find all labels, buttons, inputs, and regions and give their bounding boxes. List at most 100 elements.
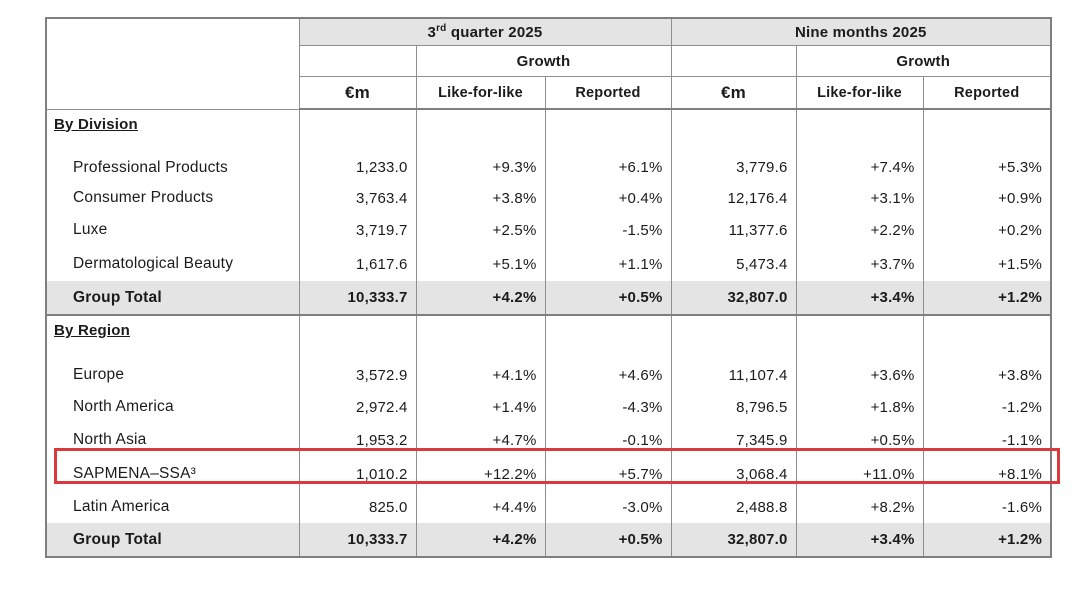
cell-q3-lfl: +4.2% [415, 281, 545, 316]
row-label: Group Total [46, 281, 299, 316]
cell-q3-reported: +1.1% [544, 247, 672, 281]
row-professional-products: Professional Products 1,233.0 +9.3% +6.1… [46, 152, 1052, 183]
row-group-total-region: Group Total 10,333.7 +4.2% +0.5% 32,807.… [46, 523, 1052, 557]
cell-nm-reported: +1.5% [922, 247, 1052, 281]
cell-q3-lfl: +5.1% [415, 247, 545, 281]
header-row-periods: 3rd quarter 2025 Nine months 2025 [46, 18, 1052, 110]
cell-q3-eurm: 3,719.7 [298, 213, 416, 247]
growth-label-nm: Growth [795, 45, 1052, 77]
cell-q3-lfl: +4.2% [415, 523, 545, 557]
section-header-by-region: By Region [46, 315, 1052, 359]
cell-q3-eurm: 1,233.0 [298, 152, 416, 183]
cell-nm-lfl: +11.0% [795, 457, 924, 491]
header-row-columns: €m Like-for-like Reported €m Like-for-li… [46, 76, 1052, 110]
row-north-asia: North Asia 1,953.2 +4.7% -0.1% 7,345.9 +… [46, 423, 1052, 457]
section-header-by-division: By Division [46, 109, 1052, 152]
cell-nm-reported: +5.3% [922, 152, 1052, 183]
cell-q3-reported: -0.1% [544, 423, 672, 457]
cell-nm-reported: +0.2% [922, 213, 1052, 247]
cell-q3-lfl: +1.4% [415, 391, 545, 423]
period-q3-rest: quarter 2025 [446, 24, 543, 41]
cell-nm-lfl: +3.7% [795, 247, 924, 281]
cell-q3-lfl: +3.8% [415, 183, 545, 213]
row-consumer-products: Consumer Products 3,763.4 +3.8% +0.4% 12… [46, 183, 1052, 213]
cell-nm-reported: +1.2% [922, 281, 1052, 316]
cell-q3-reported: -4.3% [544, 391, 672, 423]
cell-q3-eurm: 3,763.4 [298, 183, 416, 213]
period-q3-header: 3rd quarter 2025 [298, 18, 672, 46]
cell-nm-eurm: 2,488.8 [670, 491, 797, 523]
cell-nm-eurm: 8,796.5 [670, 391, 797, 423]
cell-q3-reported: +5.7% [544, 457, 672, 491]
row-label: Latin America [73, 498, 170, 515]
cell-nm-reported: -1.1% [922, 423, 1052, 457]
section-title: By Division [54, 115, 138, 133]
cell-nm-eurm: 11,377.6 [670, 213, 797, 247]
row-label: Professional Products [73, 158, 228, 176]
cell-nm-eurm: 11,107.4 [670, 359, 797, 391]
cell-q3-eurm: 10,333.7 [298, 281, 416, 316]
row-label: North Asia [73, 431, 147, 448]
cell-q3-eurm: 1,953.2 [298, 423, 416, 457]
cell-nm-reported: +8.1% [922, 457, 1052, 491]
row-dermatological-beauty: Dermatological Beauty 1,617.6 +5.1% +1.1… [46, 247, 1052, 281]
col-header-eurm-q3: €m [299, 76, 416, 110]
col-header-lfl-nm: Like-for-like [795, 76, 924, 110]
cell-q3-lfl: +4.4% [415, 491, 545, 523]
row-label: Luxe [73, 221, 108, 238]
cell-q3-reported: -3.0% [544, 491, 672, 523]
row-label: Europe [73, 366, 125, 383]
cell-q3-lfl: +2.5% [415, 213, 545, 247]
cell-nm-lfl: +3.4% [795, 281, 924, 316]
cell-nm-reported: +1.2% [922, 523, 1052, 557]
cell-q3-lfl: +9.3% [415, 152, 545, 183]
period-q3-num: 3 [427, 24, 437, 41]
cell-nm-lfl: +2.2% [795, 213, 924, 247]
row-latin-america: Latin America 825.0 +4.4% -3.0% 2,488.8 … [46, 491, 1052, 523]
cell-q3-reported: +0.5% [544, 281, 672, 316]
cell-nm-lfl: +7.4% [795, 152, 924, 183]
cell-q3-lfl: +4.1% [415, 359, 545, 391]
row-sapmena-ssa: SAPMENA–SSA³ 1,010.2 +12.2% +5.7% 3,068.… [46, 457, 1052, 491]
cell-q3-eurm: 3,572.9 [298, 359, 416, 391]
cell-nm-lfl: +3.4% [795, 523, 924, 557]
row-luxe: Luxe 3,719.7 +2.5% -1.5% 11,377.6 +2.2% … [46, 213, 1052, 247]
row-label: Consumer Products [73, 189, 214, 206]
cell-q3-lfl: +12.2% [415, 457, 545, 491]
row-label: Dermatological Beauty [73, 255, 234, 272]
cell-nm-eurm: 7,345.9 [670, 423, 797, 457]
cell-nm-eurm: 3,068.4 [670, 457, 797, 491]
empty-cell [670, 45, 797, 77]
row-label: North America [73, 398, 174, 415]
cell-q3-reported: +6.1% [544, 152, 672, 183]
cell-nm-lfl: +8.2% [795, 491, 924, 523]
cell-nm-lfl: +1.8% [795, 391, 924, 423]
cell-nm-reported: +0.9% [922, 183, 1052, 213]
cell-q3-eurm: 10,333.7 [298, 523, 416, 557]
cell-nm-eurm: 5,473.4 [670, 247, 797, 281]
cell-nm-lfl: +3.6% [795, 359, 924, 391]
cell-nm-reported: +3.8% [922, 359, 1052, 391]
cell-nm-eurm: 32,807.0 [670, 281, 797, 316]
cell-q3-eurm: 825.0 [298, 491, 416, 523]
empty-cell [299, 45, 416, 77]
cell-q3-reported: +0.4% [544, 183, 672, 213]
section-title: By Region [54, 322, 130, 339]
cell-q3-reported: -1.5% [544, 213, 672, 247]
cell-nm-eurm: 32,807.0 [670, 523, 797, 557]
results-table: 3rd quarter 2025 Nine months 2025 Growth… [45, 17, 1053, 558]
cell-q3-lfl: +4.7% [415, 423, 545, 457]
cell-nm-lfl: +0.5% [795, 423, 924, 457]
col-header-lfl-q3: Like-for-like [415, 76, 545, 110]
col-header-eurm-nm: €m [670, 76, 797, 110]
row-label: Group Total [46, 523, 299, 557]
cell-q3-eurm: 1,010.2 [298, 457, 416, 491]
cell-nm-reported: -1.2% [922, 391, 1052, 423]
row-north-america: North America 2,972.4 +1.4% -4.3% 8,796.… [46, 391, 1052, 423]
cell-nm-reported: -1.6% [922, 491, 1052, 523]
row-group-total-division: Group Total 10,333.7 +4.2% +0.5% 32,807.… [46, 281, 1052, 316]
cell-nm-eurm: 3,779.6 [670, 152, 797, 183]
cell-nm-lfl: +3.1% [795, 183, 924, 213]
period-q3-ordinal: rd [436, 23, 447, 34]
